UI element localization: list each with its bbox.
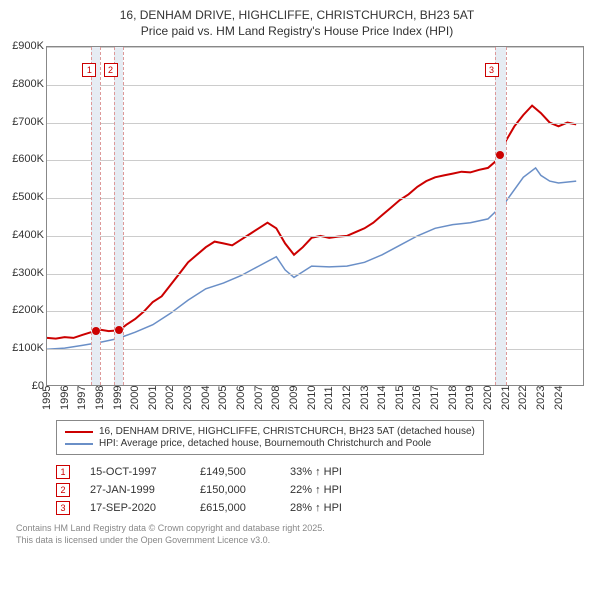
x-tick-label: 2014 — [376, 386, 388, 410]
x-tick-label: 2007 — [253, 386, 265, 410]
legend-item-price-paid: 16, DENHAM DRIVE, HIGHCLIFFE, CHRISTCHUR… — [65, 426, 475, 437]
y-tick-label: £100K — [12, 342, 44, 354]
footer: Contains HM Land Registry data © Crown c… — [16, 523, 588, 546]
x-tick-label: 2023 — [535, 386, 547, 410]
chart-area: £0£100K£200K£300K£400K£500K£600K£700K£80… — [6, 46, 588, 416]
y-tick-label: £200K — [12, 304, 44, 316]
x-tick-label: 2017 — [429, 386, 441, 410]
x-tick-label: 2015 — [394, 386, 406, 410]
sale-marker: 2 — [56, 483, 70, 497]
marker-box: 1 — [82, 63, 96, 77]
y-axis-labels: £0£100K£200K£300K£400K£500K£600K£700K£80… — [6, 46, 46, 386]
x-tick-label: 2013 — [359, 386, 371, 410]
legend-label: 16, DENHAM DRIVE, HIGHCLIFFE, CHRISTCHUR… — [99, 426, 475, 437]
x-tick-label: 2024 — [553, 386, 565, 410]
x-tick-label: 1996 — [59, 386, 71, 410]
chart-title: 16, DENHAM DRIVE, HIGHCLIFFE, CHRISTCHUR… — [6, 8, 588, 22]
x-tick-label: 2003 — [182, 386, 194, 410]
chart-subtitle: Price paid vs. HM Land Registry's House … — [6, 24, 588, 38]
sale-row: 2 27-JAN-1999 £150,000 22% ↑ HPI — [56, 483, 588, 497]
sale-row: 3 17-SEP-2020 £615,000 28% ↑ HPI — [56, 501, 588, 515]
x-tick-label: 2009 — [288, 386, 300, 410]
sale-price: £149,500 — [200, 466, 270, 478]
y-tick-label: £700K — [12, 116, 44, 128]
x-tick-label: 2019 — [464, 386, 476, 410]
y-tick-label: £400K — [12, 229, 44, 241]
x-tick-label: 2022 — [517, 386, 529, 410]
legend-swatch — [65, 431, 93, 433]
x-tick-label: 2020 — [482, 386, 494, 410]
marker-box: 3 — [485, 63, 499, 77]
legend-item-hpi: HPI: Average price, detached house, Bour… — [65, 438, 475, 449]
sale-point — [92, 327, 100, 335]
x-tick-label: 2016 — [411, 386, 423, 410]
x-tick-label: 1995 — [41, 386, 53, 410]
sale-date: 17-SEP-2020 — [90, 502, 180, 514]
legend-swatch — [65, 443, 93, 445]
sale-marker: 1 — [56, 465, 70, 479]
sale-pct: 22% ↑ HPI — [290, 484, 342, 496]
x-tick-label: 2004 — [200, 386, 212, 410]
sale-row: 1 15-OCT-1997 £149,500 33% ↑ HPI — [56, 465, 588, 479]
sale-point — [115, 326, 123, 334]
y-tick-label: £500K — [12, 191, 44, 203]
sale-date: 15-OCT-1997 — [90, 466, 180, 478]
footer-line: Contains HM Land Registry data © Crown c… — [16, 523, 588, 535]
x-tick-label: 1999 — [112, 386, 124, 410]
x-tick-label: 2010 — [306, 386, 318, 410]
sale-pct: 33% ↑ HPI — [290, 466, 342, 478]
legend: 16, DENHAM DRIVE, HIGHCLIFFE, CHRISTCHUR… — [56, 420, 484, 455]
x-tick-label: 2018 — [447, 386, 459, 410]
x-tick-label: 2005 — [217, 386, 229, 410]
sale-pct: 28% ↑ HPI — [290, 502, 342, 514]
y-tick-label: £800K — [12, 78, 44, 90]
legend-label: HPI: Average price, detached house, Bour… — [99, 438, 431, 449]
plot-area: 12 3 — [46, 46, 584, 386]
x-tick-label: 1998 — [94, 386, 106, 410]
x-axis-labels: 1995199619971998199920002001200220032004… — [46, 386, 584, 416]
footer-line: This data is licensed under the Open Gov… — [16, 535, 588, 547]
y-tick-label: £600K — [12, 153, 44, 165]
x-tick-label: 2012 — [341, 386, 353, 410]
x-tick-label: 2000 — [129, 386, 141, 410]
sale-price: £615,000 — [200, 502, 270, 514]
y-tick-label: £900K — [12, 40, 44, 52]
sale-point — [496, 151, 504, 159]
y-tick-label: £300K — [12, 267, 44, 279]
x-tick-label: 2011 — [323, 386, 335, 410]
sale-price: £150,000 — [200, 484, 270, 496]
x-tick-label: 2002 — [164, 386, 176, 410]
x-tick-label: 1997 — [76, 386, 88, 410]
sale-date: 27-JAN-1999 — [90, 484, 180, 496]
x-tick-label: 2001 — [147, 386, 159, 410]
sale-marker: 3 — [56, 501, 70, 515]
x-tick-label: 2021 — [500, 386, 512, 410]
x-tick-label: 2008 — [270, 386, 282, 410]
x-tick-label: 2006 — [235, 386, 247, 410]
marker-box: 2 — [104, 63, 118, 77]
sales-table: 1 15-OCT-1997 £149,500 33% ↑ HPI 2 27-JAN-199… — [56, 465, 588, 515]
